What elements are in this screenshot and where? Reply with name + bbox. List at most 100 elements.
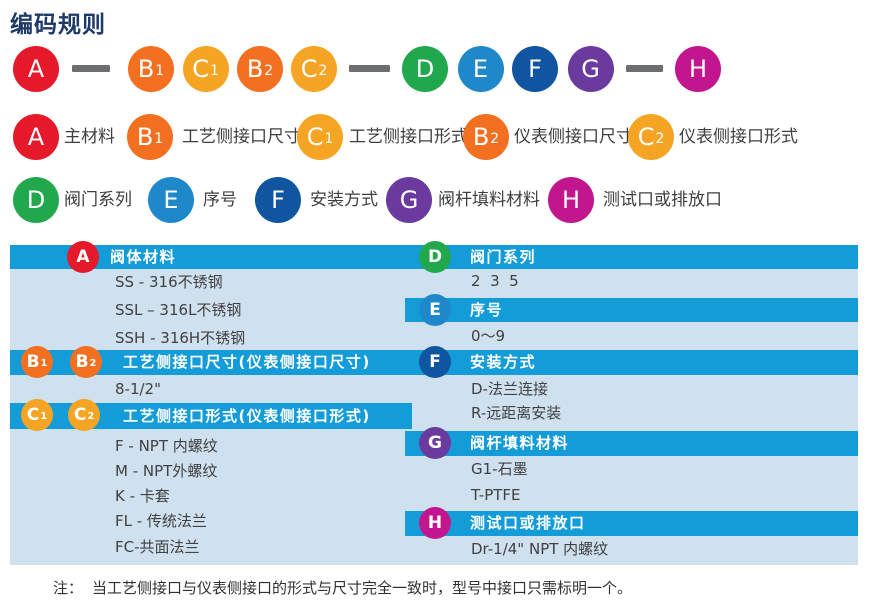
table-badge-H: H xyxy=(419,507,451,539)
legend-row-1: A 主材料 B 1 工艺侧接口尺寸 C 1 工艺侧接口形式 B 2 仪表侧接口尺寸 C 2 仪表侧接口形式 xyxy=(0,114,876,160)
chain-connector-dash xyxy=(72,65,110,72)
badge-letter: A xyxy=(27,55,45,83)
table-item-H-1: Dr-1/4" NPT 内螺纹 xyxy=(471,540,609,558)
badge-letter: D xyxy=(26,186,46,214)
legend-badge-E: E xyxy=(148,177,194,223)
badge-subscript: 2 xyxy=(264,63,274,80)
chain-node-H: H xyxy=(675,46,721,92)
table-item-C1C2-5: FC-共面法兰 xyxy=(115,538,200,556)
badge-letter: G xyxy=(399,186,419,214)
header-strip-G xyxy=(405,431,858,456)
table-item-B1B2-1: 8-1/2" xyxy=(115,380,161,398)
badge-subscript: 2 xyxy=(87,411,95,423)
legend-label-B2: 仪表侧接口尺寸 xyxy=(514,127,633,147)
legend-label-F: 安装方式 xyxy=(310,190,378,210)
legend-label-C1: 工艺侧接口形式 xyxy=(349,127,468,147)
table-item-C1C2-2: M - NPT外螺纹 xyxy=(115,462,218,480)
table-badge-G: G xyxy=(419,427,451,459)
badge-letter: F xyxy=(429,351,441,372)
table-item-F-2: R-远距离安装 xyxy=(471,404,562,422)
badge-letter: E xyxy=(472,55,489,83)
badge-subscript: 2 xyxy=(655,131,665,148)
section-header-H: 测试口或排放口 xyxy=(470,514,586,532)
badge-subscript: 1 xyxy=(155,63,165,80)
badge-letter: D xyxy=(427,246,443,267)
chain-node-F: F xyxy=(512,46,558,92)
badge-letter: B xyxy=(246,55,264,83)
table-item-A-3: SSH - 316H不锈钢 xyxy=(115,329,246,347)
legend-row-2: D 阀门系列 E 序号 F 安装方式 G 阀杆填料材料 H 测试口或排放口 xyxy=(0,177,876,223)
badge-letter: D xyxy=(415,55,435,83)
table-item-C1C2-1: F - NPT 内螺纹 xyxy=(115,437,218,455)
badge-letter: H xyxy=(427,512,443,533)
header-strip-E xyxy=(405,298,858,322)
badge-letter: C xyxy=(192,55,209,83)
badge-subscript: 2 xyxy=(490,131,500,148)
table-item-E-1: 0～9 xyxy=(471,327,506,345)
badge-subscript: 2 xyxy=(318,63,328,80)
table-item-F-1: D-法兰连接 xyxy=(471,380,548,398)
section-header-F: 安装方式 xyxy=(470,353,537,371)
badge-subscript: 1 xyxy=(154,131,164,148)
badge-letter: A xyxy=(76,246,90,267)
legend-badge-A: A xyxy=(13,114,59,160)
footnote-text: 当工艺侧接口与仪表侧接口的形式与尺寸完全一致时，型号中接口只需标明一个。 xyxy=(92,579,633,597)
legend-label-G: 阀杆填料材料 xyxy=(438,190,540,210)
badge-letter: F xyxy=(271,186,285,214)
section-header-B1B2: 工艺侧接口尺寸(仪表侧接口尺寸) xyxy=(123,353,371,371)
badge-letter: B xyxy=(75,351,89,372)
table-badge-D: D xyxy=(419,241,451,273)
badge-subscript: 1 xyxy=(209,63,219,80)
chain-node-E: E xyxy=(457,46,504,92)
legend-label-D: 阀门系列 xyxy=(64,190,132,210)
badge-letter: B xyxy=(472,123,490,151)
section-header-E: 序号 xyxy=(470,301,504,319)
section-header-C1C2: 工艺侧接口形式(仪表侧接口形式) xyxy=(123,407,371,425)
table-item-D-1: 2 3 5 xyxy=(471,272,519,290)
badge-subscript: 2 xyxy=(89,358,97,370)
table-item-G-2: T-PTFE xyxy=(471,486,521,504)
badge-subscript: 1 xyxy=(40,358,48,370)
legend-badge-F: F xyxy=(255,177,301,223)
badge-letter: H xyxy=(688,55,708,83)
table-item-C1C2-4: FL - 传统法兰 xyxy=(115,512,207,530)
chain-connector-dash xyxy=(349,65,390,72)
badge-letter: B xyxy=(137,55,155,83)
badge-subscript: 1 xyxy=(40,411,48,423)
table-item-A-1: SS - 316不锈钢 xyxy=(115,273,223,291)
chain-node-D: D xyxy=(402,46,448,92)
badge-letter: E xyxy=(429,299,441,320)
section-header-A: 阀体材料 xyxy=(110,248,177,266)
badge-letter: A xyxy=(27,123,45,151)
chain-node-G: G xyxy=(567,46,614,92)
page-title: 编码规则 xyxy=(10,12,106,38)
section-header-D: 阀门系列 xyxy=(470,248,537,266)
header-strip-D xyxy=(405,245,858,269)
badge-letter: B xyxy=(136,123,154,151)
chain-node-A: A xyxy=(13,46,59,92)
table-item-C1C2-3: K - 卡套 xyxy=(115,487,170,505)
table-badge-F: F xyxy=(419,346,451,378)
badge-letter: C xyxy=(637,123,655,151)
header-strip-F xyxy=(405,350,858,375)
badge-letter: C xyxy=(300,55,318,83)
footnote-prefix: 注： xyxy=(53,579,84,597)
legend-label-H: 测试口或排放口 xyxy=(603,190,722,210)
header-strip-H xyxy=(405,511,858,536)
badge-letter: B xyxy=(26,351,40,372)
legend-badge-G: G xyxy=(386,177,432,223)
badge-letter: G xyxy=(581,55,600,83)
badge-letter: E xyxy=(163,186,179,214)
table-item-G-1: G1-石墨 xyxy=(471,460,528,478)
table-item-A-2: SSL – 316L不锈钢 xyxy=(115,301,242,319)
